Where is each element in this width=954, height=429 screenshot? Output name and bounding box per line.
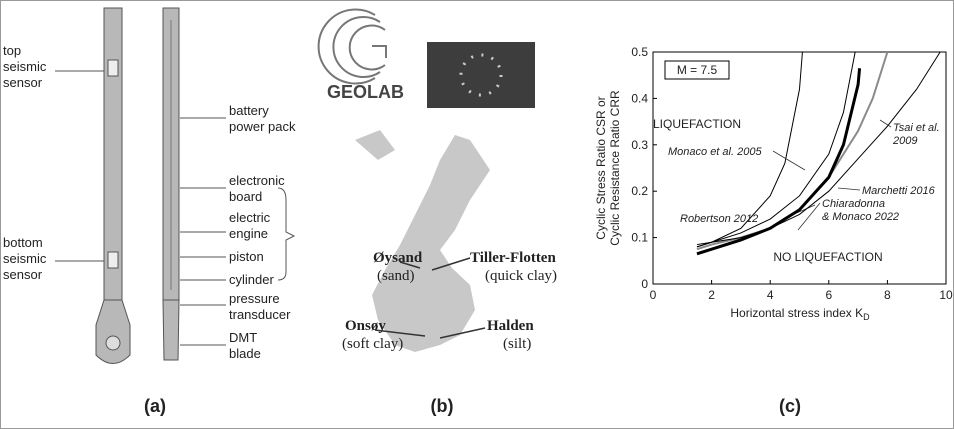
- label: piston: [229, 249, 264, 264]
- site-name: Tiller-Flotten: [470, 250, 556, 266]
- probe-illustration: [96, 8, 179, 364]
- x-tick-label: 8: [884, 288, 891, 302]
- curve-label: & Monaco 2022: [822, 211, 899, 223]
- figure: top seismic sensor bottom seismic sensor…: [0, 0, 954, 429]
- y-tick-label: 0.5: [631, 45, 648, 59]
- y-axis-label: Cyclic Stress Ratio CSR or: [594, 96, 608, 239]
- site-name: Onsøy: [345, 318, 386, 334]
- x-axis-label: Horizontal stress index KD: [730, 306, 870, 322]
- eu-flag: [427, 42, 535, 108]
- x-tick-label: 10: [939, 288, 953, 302]
- site-type: (silt): [503, 336, 531, 352]
- caption: (a): [144, 396, 166, 416]
- annotation: NO LIQUEFACTION: [773, 250, 882, 264]
- label: engine: [229, 226, 268, 241]
- y-tick-label: 0: [641, 277, 648, 291]
- label: sensor: [3, 75, 43, 90]
- x-axis-label-sub: D: [863, 312, 870, 322]
- label-leader: [838, 188, 860, 190]
- curve-label: 2009: [892, 135, 917, 147]
- x-axis-label-text: Horizontal stress index K: [730, 306, 863, 320]
- x-tick-label: 2: [708, 288, 715, 302]
- x-tick-label: 0: [650, 288, 657, 302]
- curve-label: Chiaradonna: [822, 198, 885, 210]
- label: power pack: [229, 119, 296, 134]
- label-leader: [773, 151, 805, 170]
- curve: [697, 68, 860, 254]
- label: seismic: [3, 251, 47, 266]
- curve-label: Robertson 2012: [680, 213, 758, 225]
- label: top: [3, 43, 21, 58]
- label: blade: [229, 346, 261, 361]
- label: transducer: [229, 307, 291, 322]
- label: bottom: [3, 235, 43, 250]
- label: seismic: [3, 59, 47, 74]
- site-type: (sand): [377, 268, 415, 284]
- site-type: (quick clay): [485, 268, 557, 284]
- caption: (c): [779, 396, 801, 416]
- annotation: M = 7.5: [677, 63, 718, 77]
- label: sensor: [3, 267, 43, 282]
- label: battery: [229, 103, 269, 118]
- label: pressure: [229, 291, 280, 306]
- logo-arcs: [319, 9, 386, 83]
- site-name: Halden: [487, 318, 534, 334]
- x-tick-label: 6: [825, 288, 832, 302]
- x-tick-label: 4: [767, 288, 774, 302]
- y-tick-label: 0.4: [631, 91, 648, 105]
- label: board: [229, 189, 262, 204]
- site-name: Øysand: [373, 250, 423, 266]
- logo-text: GEOLAB: [327, 82, 404, 102]
- site-type: (soft clay): [342, 336, 403, 352]
- y-tick-label: 0.3: [631, 138, 648, 152]
- curve-label: Marchetti 2016: [862, 185, 936, 197]
- label: electric: [229, 210, 271, 225]
- y-axis-label: Cyclic Resistance Ratio CRR: [608, 90, 622, 246]
- y-tick-label: 0.1: [631, 231, 648, 245]
- curve-label: Tsai et al.: [893, 122, 940, 134]
- label: electronic: [229, 173, 285, 188]
- curve-label: Monaco et al. 2005: [668, 146, 762, 158]
- caption: (b): [431, 396, 454, 416]
- annotation: LIQUEFACTION: [653, 117, 741, 131]
- label: cylinder: [229, 272, 274, 287]
- y-tick-label: 0.2: [631, 184, 648, 198]
- label: DMT: [229, 330, 257, 345]
